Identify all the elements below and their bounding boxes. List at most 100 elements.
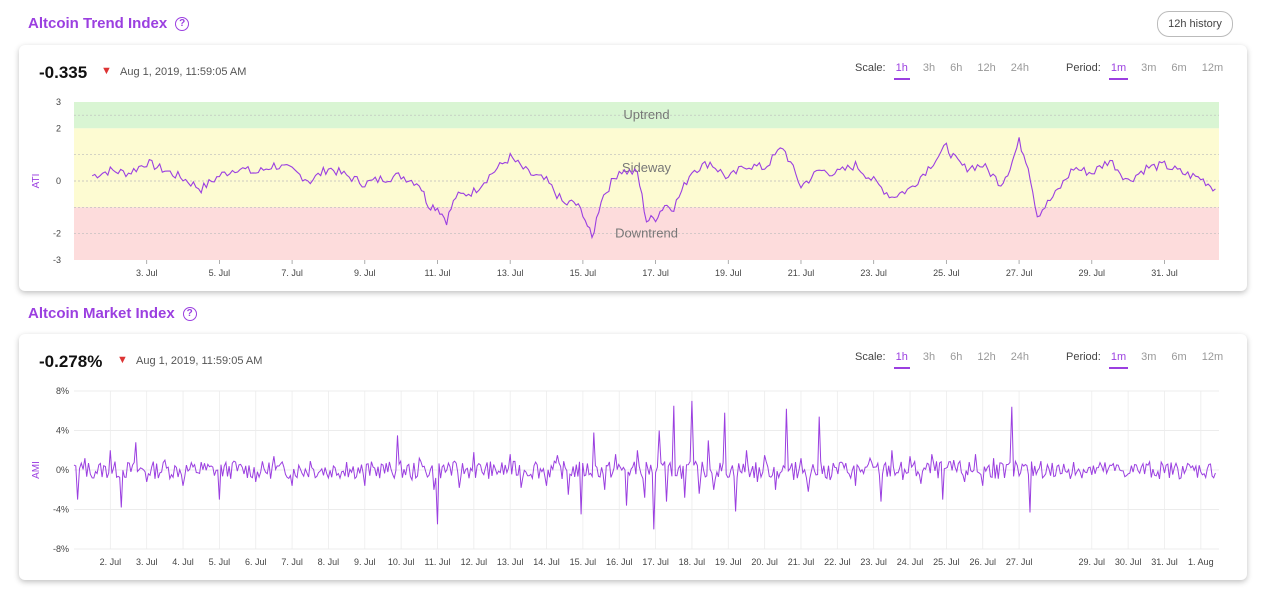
ami-scale-option[interactable]: 12h [977,351,996,363]
x-tick-label: 25. Jul [933,268,960,278]
ati-period-option[interactable]: 1m [1108,62,1129,80]
x-tick-label: 16. Jul [606,557,633,567]
y-tick-label: 3 [56,97,61,107]
x-tick-label: 1. Aug [1188,557,1214,567]
ami-period-control: Period: 1m 3m 6m 12m [1066,351,1238,369]
x-tick-label: 9. Jul [354,557,376,567]
ati-title-text: Altcoin Trend Index [28,15,168,32]
x-tick-label: 23. Jul [860,557,887,567]
x-tick-label: 15. Jul [570,557,597,567]
band-label: Downtrend [615,226,678,241]
x-tick-label: 17. Jul [642,268,669,278]
period-label: Period: [1066,351,1101,363]
x-tick-label: 3. Jul [136,268,158,278]
x-tick-label: 4. Jul [172,557,194,567]
ati-period-option[interactable]: 12m [1201,62,1224,74]
ami-period-option[interactable]: 1m [1108,351,1129,369]
y-tick-label: 4% [56,426,69,436]
ati-scale-option[interactable]: 24h [1010,62,1030,74]
ati-scale-option[interactable]: 1h [893,62,911,80]
x-tick-label: 30. Jul [1115,557,1142,567]
x-tick-label: 21. Jul [788,557,815,567]
ati-period-option[interactable]: 3m [1141,62,1157,74]
band-label: Sideway [622,160,672,175]
band-label: Uptrend [623,107,669,122]
x-tick-label: 11. Jul [425,268,451,278]
help-icon[interactable]: ? [182,306,197,321]
period-label: Period: [1066,62,1101,74]
x-tick-label: 12. Jul [461,557,488,567]
ami-period-option[interactable]: 6m [1171,351,1187,363]
ati-scale-option[interactable]: 12h [977,62,996,74]
help-icon[interactable]: ? [175,16,190,31]
y-tick-label: -8% [53,544,69,554]
x-tick-label: 13. Jul [497,557,524,567]
ati-series-line [91,137,1216,240]
ami-scale-option[interactable]: 24h [1010,351,1030,363]
ati-section-title: Altcoin Trend Index ? [28,15,190,32]
x-tick-label: 9. Jul [354,268,376,278]
ami-scale-option[interactable]: 3h [922,351,936,363]
history-button[interactable]: 12h history [1157,11,1233,37]
x-tick-label: 19. Jul [715,557,742,567]
x-tick-label: 3. Jul [136,557,158,567]
ati-period-control: Period: 1m 3m 6m 12m [1066,62,1238,80]
down-arrow-icon: ▼ [101,65,112,77]
ami-period-option[interactable]: 12m [1201,351,1224,363]
ami-card: -0.278% ▼ Aug 1, 2019, 11:59:05 AM Scale… [19,334,1247,580]
y-tick-label: 8% [56,386,69,396]
x-tick-label: 23. Jul [860,268,887,278]
ami-value: -0.278% [39,352,103,371]
y-axis-label: ATI [31,174,42,189]
ati-period-option[interactable]: 6m [1171,62,1187,74]
ami-series-line [73,400,1216,530]
x-tick-label: 5. Jul [209,268,231,278]
x-tick-label: 18. Jul [679,557,706,567]
y-axis-label: AMI [31,461,42,479]
ami-scale-option[interactable]: 6h [950,351,963,363]
ati-card: -0.335 ▼ Aug 1, 2019, 11:59:05 AM Scale:… [19,45,1247,291]
x-tick-label: 25. Jul [933,557,960,567]
x-tick-label: 17. Jul [642,557,669,567]
x-tick-label: 11. Jul [425,557,451,567]
y-tick-label: -3 [53,255,61,265]
y-tick-label: 0% [56,465,69,475]
ati-scale-control: Scale: 1h 3h 6h 12h 24h [855,62,1044,80]
ati-scale-option[interactable]: 6h [950,62,963,74]
x-tick-label: 15. Jul [570,268,597,278]
ami-scale-control: Scale: 1h 3h 6h 12h 24h [855,351,1044,369]
y-tick-label: -2 [53,229,61,239]
ami-section-title: Altcoin Market Index ? [28,305,197,322]
x-tick-label: 5. Jul [209,557,231,567]
ami-chart: 8% 4% 0% -4% -8% AMI 2. Jul 3. Jul 4. Jul 5. Jul 6… [31,386,1219,567]
x-tick-label: 31. Jul [1151,268,1178,278]
x-tick-label: 6. Jul [245,557,267,567]
x-tick-label: 8. Jul [318,557,340,567]
x-tick-label: 24. Jul [897,557,924,567]
x-tick-label: 27. Jul [1006,268,1033,278]
ami-title-text: Altcoin Market Index [28,305,175,322]
ati-chart: Uptrend Sideway Downtrend 3 2 0 -2 -3 ATI 3. Jul 5… [31,97,1219,278]
x-tick-label: 7. Jul [281,268,303,278]
ati-value: -0.335 [39,63,88,82]
x-tick-label: 20. Jul [751,557,778,567]
ati-scale-option[interactable]: 3h [922,62,936,74]
x-tick-label: 10. Jul [388,557,415,567]
x-tick-label: 21. Jul [788,268,815,278]
x-tick-label: 7. Jul [281,557,303,567]
x-tick-label: 19. Jul [715,268,742,278]
x-tick-label: 31. Jul [1151,557,1178,567]
scale-label: Scale: [855,351,886,363]
x-tick-label: 13. Jul [497,268,524,278]
ami-period-option[interactable]: 3m [1141,351,1157,363]
x-tick-label: 27. Jul [1006,557,1033,567]
x-tick-label: 26. Jul [969,557,996,567]
x-tick-label: 29. Jul [1079,557,1106,567]
scale-label: Scale: [855,62,886,74]
x-tick-label: 29. Jul [1079,268,1106,278]
y-tick-label: 0 [56,176,61,186]
y-tick-label: -4% [53,505,69,515]
ati-timestamp: Aug 1, 2019, 11:59:05 AM [120,66,247,78]
down-arrow-icon: ▼ [117,354,128,366]
ami-scale-option[interactable]: 1h [893,351,911,369]
